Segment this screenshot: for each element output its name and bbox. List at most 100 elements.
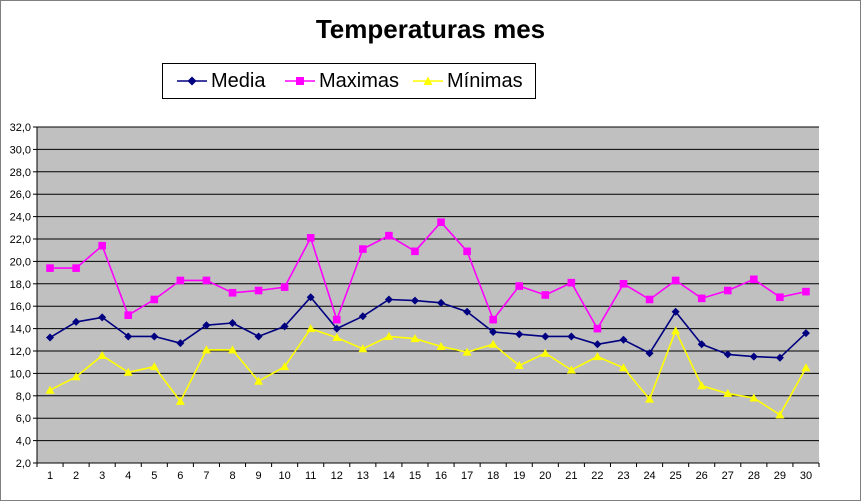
point-maximas bbox=[254, 286, 263, 295]
point-media bbox=[98, 313, 107, 322]
x-tick-label: 12 bbox=[331, 470, 343, 482]
point-media bbox=[254, 332, 263, 341]
y-tick-label: 28,0 bbox=[10, 167, 31, 179]
point-minimas bbox=[697, 381, 707, 390]
legend-swatch-media bbox=[177, 76, 207, 86]
y-tick-label: 30,0 bbox=[10, 144, 31, 156]
y-tick-label: 20,0 bbox=[10, 256, 31, 268]
point-maximas bbox=[802, 287, 810, 296]
point-maximas bbox=[463, 247, 471, 256]
x-tick-label: 4 bbox=[125, 470, 131, 482]
legend-item-media: Media bbox=[177, 64, 265, 98]
point-media bbox=[515, 330, 524, 339]
point-media bbox=[567, 332, 576, 341]
x-tick-label: 8 bbox=[229, 470, 235, 482]
point-maximas bbox=[228, 288, 237, 297]
x-tick-label: 7 bbox=[203, 470, 209, 482]
point-minimas bbox=[592, 352, 602, 361]
point-media bbox=[437, 298, 446, 307]
series-line-maximas bbox=[50, 221, 807, 330]
point-minimas bbox=[254, 376, 264, 385]
x-tick-label: 18 bbox=[487, 470, 499, 482]
point-maximas bbox=[72, 264, 80, 272]
x-tick-label: 17 bbox=[461, 470, 473, 482]
legend-label-maximas: Maximas bbox=[319, 69, 400, 92]
x-tick-label: 24 bbox=[643, 470, 655, 482]
point-media bbox=[202, 321, 211, 330]
point-maximas bbox=[697, 294, 706, 303]
point-media bbox=[150, 332, 159, 341]
point-maximas bbox=[280, 283, 289, 291]
point-minimas bbox=[801, 363, 811, 372]
y-tick-label: 10,0 bbox=[10, 368, 31, 380]
point-minimas bbox=[775, 410, 785, 419]
point-media bbox=[228, 319, 237, 327]
x-tick-label: 1 bbox=[47, 470, 53, 482]
point-minimas bbox=[671, 326, 681, 335]
point-media bbox=[541, 332, 550, 341]
x-tick-label: 22 bbox=[591, 470, 603, 482]
plot-area bbox=[37, 127, 819, 463]
point-maximas bbox=[593, 324, 602, 333]
point-minimas bbox=[175, 396, 185, 405]
x-tick-label: 13 bbox=[357, 470, 369, 482]
point-minimas bbox=[201, 345, 211, 354]
x-tick-label: 27 bbox=[722, 470, 734, 482]
x-tick-label: 3 bbox=[99, 470, 105, 482]
x-tick-label: 20 bbox=[539, 470, 551, 482]
point-maximas bbox=[489, 315, 497, 324]
y-tick-label: 32,0 bbox=[10, 122, 31, 134]
point-media bbox=[463, 307, 472, 316]
y-tick-label: 22,0 bbox=[10, 234, 31, 246]
point-media bbox=[280, 322, 289, 331]
point-media bbox=[410, 296, 419, 305]
x-tick-label: 26 bbox=[696, 470, 708, 482]
x-tick-label: 23 bbox=[617, 470, 629, 482]
x-tick-label: 16 bbox=[435, 470, 447, 482]
point-maximas bbox=[437, 218, 445, 226]
y-tick-label: 2,0 bbox=[16, 458, 31, 470]
point-minimas bbox=[645, 394, 655, 403]
point-media bbox=[332, 324, 341, 333]
legend-swatch-maximas bbox=[285, 77, 315, 85]
point-media bbox=[306, 293, 315, 302]
point-maximas bbox=[332, 315, 341, 324]
point-maximas bbox=[46, 264, 54, 272]
point-minimas bbox=[123, 367, 133, 376]
point-maximas bbox=[176, 276, 185, 285]
point-maximas bbox=[723, 286, 732, 295]
point-minimas bbox=[384, 331, 394, 340]
x-tick-label: 10 bbox=[279, 470, 291, 482]
legend-item-maximas: Maximas bbox=[285, 64, 399, 98]
x-tick-label: 19 bbox=[513, 470, 525, 482]
point-maximas bbox=[359, 245, 367, 253]
point-media bbox=[384, 295, 393, 304]
chart-title: Temperaturas mes bbox=[315, 14, 546, 44]
point-media bbox=[358, 312, 367, 321]
point-minimas bbox=[540, 348, 550, 357]
point-maximas bbox=[619, 280, 628, 288]
point-minimas bbox=[410, 334, 420, 343]
point-maximas bbox=[671, 276, 680, 285]
point-maximas bbox=[541, 291, 550, 299]
point-maximas bbox=[567, 278, 576, 287]
point-maximas bbox=[776, 293, 784, 302]
point-maximas bbox=[98, 241, 106, 250]
point-minimas bbox=[749, 393, 759, 402]
point-maximas bbox=[306, 234, 315, 242]
point-media bbox=[645, 349, 654, 358]
point-minimas bbox=[566, 365, 576, 374]
y-tick-label: 18,0 bbox=[10, 279, 31, 291]
point-maximas bbox=[515, 282, 524, 290]
y-tick-label: 4,0 bbox=[16, 436, 31, 448]
point-minimas bbox=[332, 333, 342, 342]
point-media bbox=[801, 329, 810, 338]
y-tick-label: 16,0 bbox=[10, 301, 31, 313]
x-tick-label: 29 bbox=[774, 470, 786, 482]
point-minimas bbox=[149, 362, 159, 371]
x-tick-label: 11 bbox=[305, 470, 316, 482]
x-tick-label: 6 bbox=[177, 470, 183, 482]
point-maximas bbox=[645, 295, 654, 304]
point-maximas bbox=[150, 295, 159, 304]
y-tick-label: 26,0 bbox=[10, 189, 31, 201]
